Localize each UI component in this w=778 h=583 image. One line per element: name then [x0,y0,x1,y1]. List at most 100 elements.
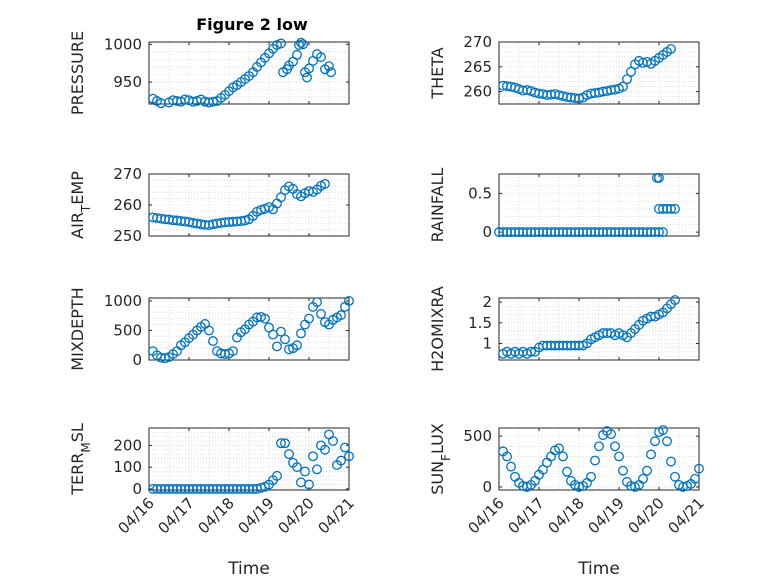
axes-box [498,297,700,361]
x-tick-label: 04/21 [315,494,358,537]
data-point [302,72,312,83]
data-point [666,456,676,467]
data-point [272,470,282,481]
data-point [574,482,584,492]
x-tick-label: 04/16 [115,494,158,537]
x-tick-label: 04/20 [625,494,668,537]
axes-box [148,297,350,361]
data-point [654,227,664,238]
data-point [300,466,310,477]
x-tick-label: 04/17 [505,494,548,537]
y-tick-label: 0 [482,223,492,241]
data-point [618,465,628,476]
data-point [312,464,322,475]
data-point [336,310,346,321]
data-point [298,39,308,50]
data-point [654,172,664,183]
data-point [586,471,596,482]
panel-theta: 260 265 270 THETA [428,33,700,105]
data-point [292,340,302,351]
y-axis-label: AIRTEMP [68,171,93,239]
panel-h2omixra: 1 1.5 2 H2OMIXRA [428,286,700,372]
data-point [554,443,564,454]
data-point [296,477,306,488]
y-tick-label: 260 [463,83,492,101]
data-point [240,215,250,226]
x-tick-label: 04/21 [665,494,708,537]
panel-rainfall: 0 0.5 RAINFALL [428,168,700,243]
panel-pressure: 950 1000 PRESSURE [68,31,350,115]
data-point [208,336,218,347]
x-tick-label: 04/19 [235,494,278,537]
y-tick-label: 1000 [104,35,142,53]
data-point [610,441,620,452]
data-point [638,473,648,484]
data-point [646,449,656,460]
data-point [276,438,286,449]
y-axis-label: THETA [428,47,447,99]
data-point [340,442,350,453]
y-tick-label: 270 [463,33,492,51]
data-point [658,227,668,238]
y-tick-label: 265 [463,58,492,76]
data-point [642,465,652,476]
data-point [304,63,314,74]
data-point [284,449,294,460]
y-axis-label: RAINFALL [428,168,447,243]
x-tick-label: 04/18 [195,494,238,537]
data-point [304,313,314,324]
data-point [312,297,322,308]
data-point [574,93,584,104]
x-tick-label: 04/18 [545,494,588,537]
data-point [614,451,624,462]
data-point [506,461,516,472]
data-point [272,341,282,352]
data-point [280,334,290,345]
data-point [336,455,346,466]
x-axis-label: Time [577,559,620,579]
x-tick-label: 04/19 [585,494,628,537]
data-point [666,43,676,54]
data-point [276,326,286,337]
data-point [320,178,330,189]
data-point [344,451,354,462]
data-point [280,438,290,449]
y-tick-label: 0.5 [468,184,492,202]
x-axis-label: Time [227,559,270,579]
y-tick-label: 1000 [104,292,142,310]
x-tick-label: 04/20 [275,494,318,537]
y-tick-label: 1 [482,334,492,352]
x-tick-label: 04/17 [155,494,198,537]
data-point [502,451,512,462]
data-point [268,329,278,340]
y-tick-label: 500 [113,321,142,339]
x-tick-label: 04/16 [465,494,508,537]
y-tick-label: 0 [132,480,142,498]
data-point [316,308,326,319]
data-point [558,451,568,462]
data-point [670,295,680,306]
y-tick-label: 1.5 [468,314,492,332]
data-point [622,74,632,85]
panel-mixdepth: 0 500 1000 MIXDEPTH [68,287,354,371]
axes-box [148,41,350,105]
data-point [662,436,672,447]
data-point [326,67,336,78]
data-point [308,451,318,462]
y-axis-label: H2OMIXRA [428,286,447,372]
data-point [670,471,680,482]
data-point [606,429,616,440]
y-tick-label: 270 [113,165,142,183]
panel-air-temp: 250 260 270 AIRTEMP [68,165,350,245]
data-point [320,444,330,455]
axes-box [498,41,700,105]
data-point [526,346,536,357]
data-point [284,344,294,355]
y-tick-label: 500 [463,427,492,445]
data-point [626,66,636,77]
data-point [160,353,170,364]
y-tick-label: 2 [482,293,492,311]
